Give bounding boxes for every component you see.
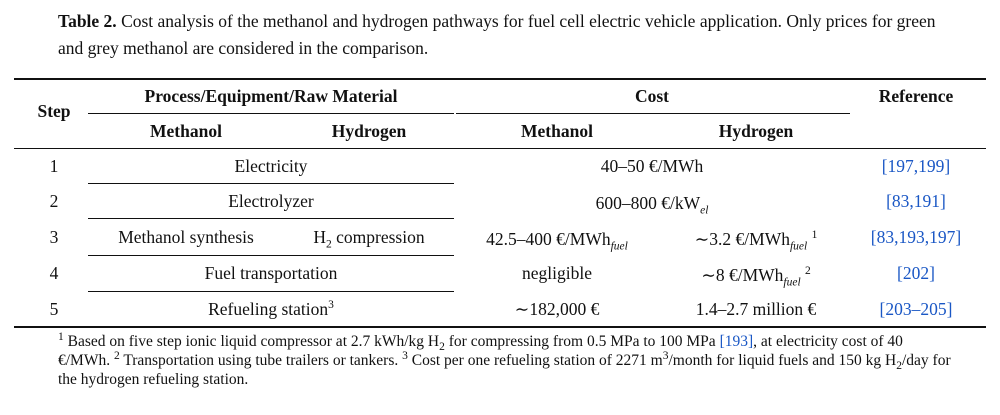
- header-process-methanol: Methanol: [150, 121, 222, 141]
- row2-reference-link[interactable]: [83,191]: [886, 191, 946, 211]
- footnote-3-label: 3: [402, 349, 408, 362]
- footnote-1-text: Based on five step ionic liquid compress…: [63, 333, 440, 350]
- row5-cost-hydrogen: 1.4–2.7 million €: [695, 299, 817, 319]
- row3-h-subscript: 2: [326, 238, 332, 251]
- row3-h-symbol: H: [313, 227, 327, 247]
- caption-label: Table 2.: [58, 11, 117, 31]
- footnote-3-text-3: /day for the hydrogen refueling station.: [58, 352, 951, 388]
- row3-cost-methanol: 42.5–400 €/MWhfuel: [486, 228, 628, 253]
- footnote-3-text-2: /month for liquid fuels and 150 kg H: [668, 352, 897, 369]
- row3-process-rule: [88, 255, 454, 256]
- footnote-3-subscript: 2: [896, 360, 902, 373]
- header-step: Step: [37, 101, 71, 121]
- row2-cost: 600–800 €/kWel: [595, 192, 709, 217]
- header-cost-methanol: Methanol: [521, 121, 593, 141]
- row4-reference-link[interactable]: [202]: [897, 263, 935, 283]
- row5-process-text: Refueling station: [208, 299, 329, 319]
- row4-cost-methanol: negligible: [522, 263, 592, 283]
- cost-header-rule: [456, 113, 850, 114]
- header-bottom-rule: [14, 148, 986, 149]
- row3-process-hydrogen: H2 compression: [313, 226, 425, 251]
- header-reference: Reference: [878, 86, 954, 106]
- header-process-hydrogen: Hydrogen: [331, 121, 407, 141]
- row3-cost-methanol-value: 42.5–400 €/MWh: [486, 229, 611, 249]
- row4-step: 4: [49, 263, 59, 283]
- row1-reference-link[interactable]: [197,199]: [881, 156, 951, 176]
- footnote-1-text-3: , at electricity cost of 40 €/MWh.: [58, 333, 903, 369]
- row5-step: 5: [49, 299, 59, 319]
- row5-cost-methanol: ∼182,000 €: [514, 299, 600, 319]
- process-header-rule: [88, 113, 454, 114]
- row3-step: 3: [49, 227, 59, 247]
- row3-cost-hydrogen-value: ∼3.2 €/MWh: [694, 229, 790, 249]
- row3-cost-hydrogen: ∼3.2 €/MWhfuel 1: [694, 228, 818, 253]
- row3-reference-link[interactable]: [83,193,197]: [870, 227, 962, 247]
- caption-text: Cost analysis of the methanol and hydrog…: [58, 11, 936, 58]
- table-footnotes: 1 Based on five step ionic liquid compre…: [58, 330, 958, 389]
- row4-cost-hydrogen-value: ∼8 €/MWh: [701, 265, 784, 285]
- row2-process: Electrolyzer: [228, 191, 314, 211]
- footnote-1-reference-link[interactable]: [193]: [719, 333, 754, 350]
- row3-process-hydrogen-text: compression: [331, 227, 425, 247]
- footnote-3-text: Cost per one refueling station of 2271 m: [407, 352, 663, 369]
- footnote-1-marker: 1: [811, 229, 818, 242]
- row5-process: Refueling station3: [208, 298, 334, 320]
- row1-step: 1: [49, 156, 59, 176]
- footnote-3-superscript: 3: [662, 349, 669, 362]
- footnote-3-marker: 3: [328, 299, 334, 312]
- footnote-2-marker: 2: [805, 265, 811, 278]
- row2-process-rule: [88, 218, 454, 219]
- footnote-1-subscript: 2: [439, 341, 445, 354]
- footnote-1-label: 1: [58, 330, 64, 343]
- row2-cost-value: 600–800 €/kW: [595, 193, 701, 213]
- header-cost: Cost: [634, 86, 670, 106]
- row2-cost-subscript: el: [700, 204, 709, 217]
- header-process: Process/Equipment/Raw Material: [144, 86, 398, 106]
- row3-process-methanol: Methanol synthesis: [118, 227, 254, 247]
- row2-step: 2: [49, 191, 59, 211]
- row1-process-rule: [88, 183, 454, 184]
- row4-process: Fuel transportation: [204, 263, 338, 283]
- row4-process-rule: [88, 291, 454, 292]
- top-rule: [14, 78, 986, 80]
- footnote-2-label: 2: [113, 349, 120, 362]
- row1-process: Electricity: [234, 156, 308, 176]
- row4-cost-hydrogen: ∼8 €/MWhfuel 2: [701, 264, 811, 289]
- row5-reference-link[interactable]: [203–205]: [879, 299, 953, 319]
- footnote-1-text-2: for compressing from 0.5 MPa to 100 MPa: [444, 333, 720, 350]
- footnote-2-text: Transportation using tube trailers or ta…: [119, 352, 403, 369]
- row1-cost: 40–50 €/MWh: [600, 156, 704, 176]
- table-caption: Table 2. Cost analysis of the methanol a…: [58, 8, 958, 62]
- row3-cost-methanol-subscript: fuel: [610, 240, 628, 253]
- row3-cost-hydrogen-subscript: fuel: [789, 240, 808, 253]
- row4-cost-hydrogen-subscript: fuel: [783, 276, 801, 289]
- header-cost-hydrogen: Hydrogen: [718, 121, 794, 141]
- bottom-rule: [14, 326, 986, 328]
